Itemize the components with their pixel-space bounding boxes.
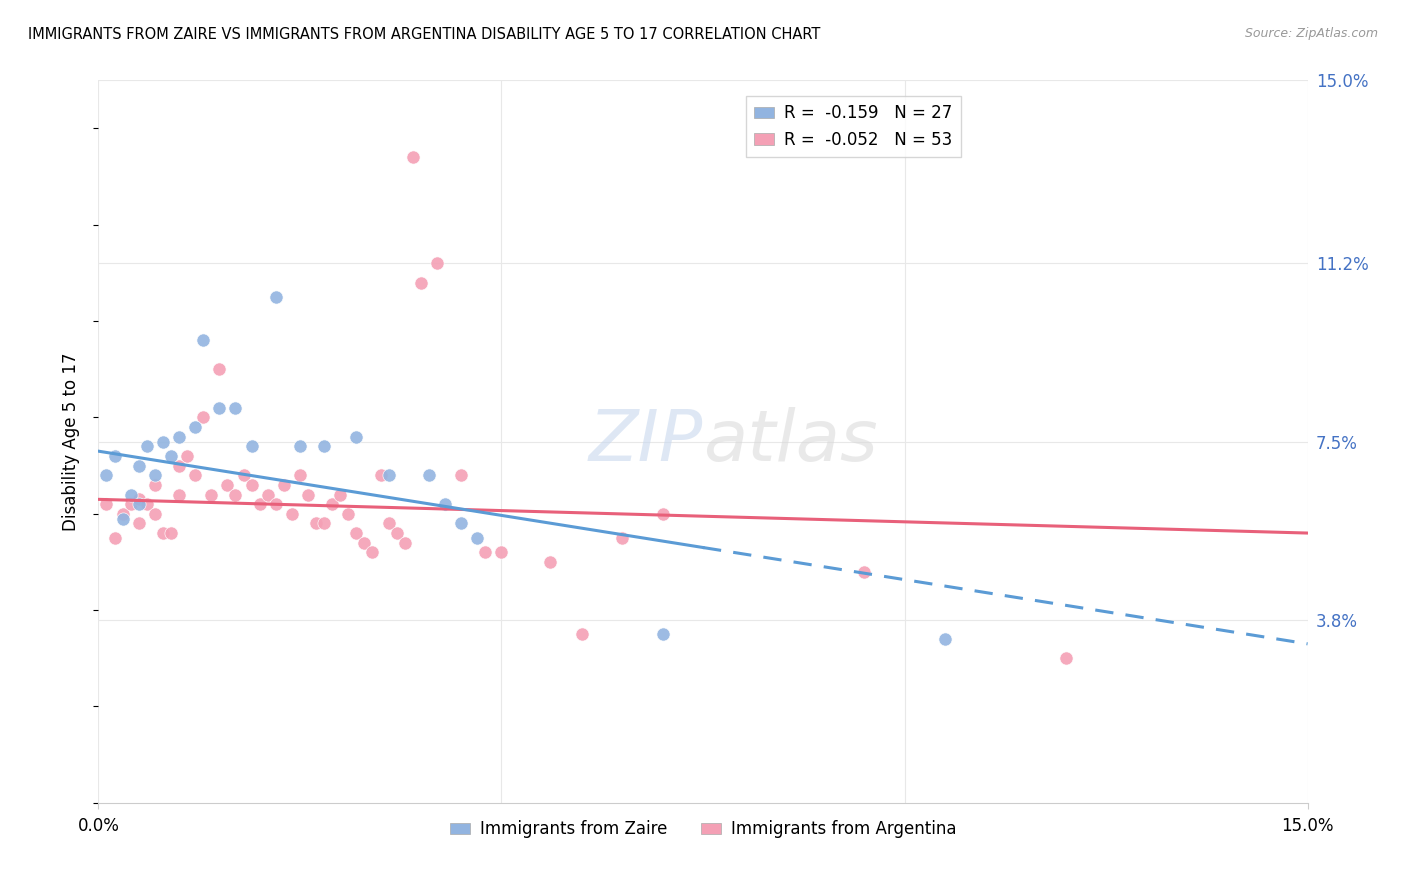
Point — [273, 478, 295, 492]
Point — [474, 545, 496, 559]
Point — [377, 516, 399, 531]
Point — [240, 439, 263, 453]
Point — [361, 545, 384, 559]
Point — [402, 150, 425, 164]
Point — [128, 497, 150, 511]
Point — [377, 468, 399, 483]
Point — [1054, 651, 1077, 665]
Point — [571, 627, 593, 641]
Point — [143, 478, 166, 492]
Legend: Immigrants from Zaire, Immigrants from Argentina: Immigrants from Zaire, Immigrants from A… — [443, 814, 963, 845]
Point — [152, 526, 174, 541]
Point — [135, 497, 157, 511]
Point — [612, 531, 634, 545]
Point — [167, 487, 190, 501]
Point — [232, 468, 254, 483]
Point — [176, 449, 198, 463]
Point — [167, 458, 190, 473]
Point — [337, 507, 360, 521]
Point — [217, 478, 239, 492]
Point — [143, 507, 166, 521]
Point — [103, 449, 125, 463]
Point — [305, 516, 328, 531]
Point — [418, 468, 440, 483]
Point — [409, 276, 432, 290]
Point — [111, 507, 134, 521]
Point — [288, 439, 311, 453]
Point — [167, 430, 190, 444]
Point — [120, 487, 142, 501]
Point — [193, 334, 215, 348]
Point — [385, 526, 408, 541]
Text: Source: ZipAtlas.com: Source: ZipAtlas.com — [1244, 27, 1378, 40]
Y-axis label: Disability Age 5 to 17: Disability Age 5 to 17 — [62, 352, 80, 531]
Point — [128, 458, 150, 473]
Point — [321, 497, 343, 511]
Point — [434, 497, 457, 511]
Point — [184, 420, 207, 434]
Text: IMMIGRANTS FROM ZAIRE VS IMMIGRANTS FROM ARGENTINA DISABILITY AGE 5 TO 17 CORREL: IMMIGRANTS FROM ZAIRE VS IMMIGRANTS FROM… — [28, 27, 821, 42]
Point — [135, 439, 157, 453]
Point — [224, 487, 246, 501]
Point — [934, 632, 956, 646]
Point — [344, 526, 367, 541]
Point — [370, 468, 392, 483]
Point — [465, 531, 488, 545]
Point — [240, 478, 263, 492]
Point — [256, 487, 278, 501]
Point — [297, 487, 319, 501]
Text: atlas: atlas — [703, 407, 877, 476]
Point — [450, 516, 472, 531]
Point — [314, 439, 336, 453]
Point — [160, 449, 183, 463]
Text: ZIP: ZIP — [589, 407, 703, 476]
Point — [111, 511, 134, 525]
Point — [96, 468, 118, 483]
Point — [200, 487, 222, 501]
Point — [208, 401, 231, 415]
Point — [193, 410, 215, 425]
Point — [184, 468, 207, 483]
Point — [344, 430, 367, 444]
Point — [426, 256, 449, 270]
Point — [288, 468, 311, 483]
Point — [651, 507, 673, 521]
Point — [96, 497, 118, 511]
Point — [264, 290, 287, 304]
Point — [160, 526, 183, 541]
Point — [329, 487, 352, 501]
Point — [128, 516, 150, 531]
Point — [314, 516, 336, 531]
Point — [128, 492, 150, 507]
Point — [394, 535, 416, 549]
Point — [143, 468, 166, 483]
Point — [224, 401, 246, 415]
Point — [491, 545, 513, 559]
Point — [853, 565, 876, 579]
Point — [450, 468, 472, 483]
Point — [152, 434, 174, 449]
Point — [281, 507, 304, 521]
Point — [103, 531, 125, 545]
Point — [353, 535, 375, 549]
Point — [651, 627, 673, 641]
Point — [249, 497, 271, 511]
Point — [120, 497, 142, 511]
Point — [264, 497, 287, 511]
Point — [538, 555, 561, 569]
Point — [208, 362, 231, 376]
